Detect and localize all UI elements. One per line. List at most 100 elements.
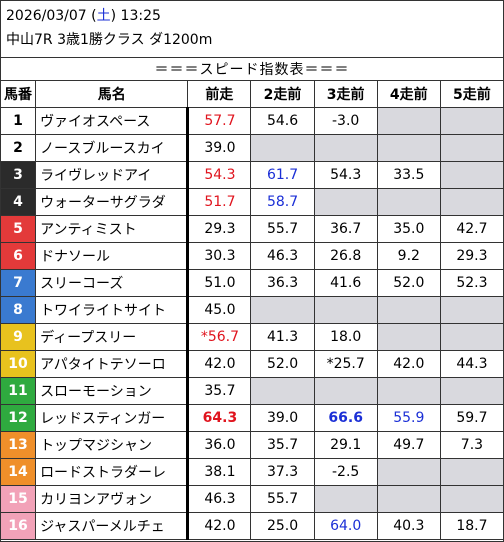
speed-index-cell: 46.3 <box>250 242 315 270</box>
speed-index-cell: 42.0 <box>187 512 252 540</box>
table-title: ＝＝＝スピード指数表＝＝＝ <box>0 57 504 81</box>
horse-name: ジャスパーメルチェ <box>35 512 190 540</box>
horse-name: レッドスティンガー <box>35 404 190 432</box>
table-row: 7 スリーコーズ 51.0 36.3 41.6 52.0 52.3 <box>0 269 504 297</box>
empty-index-cell <box>313 485 378 513</box>
header-last-race: 前走 <box>187 80 252 108</box>
speed-index-cell: -3.0 <box>313 107 378 135</box>
horse-number: 1 <box>0 107 37 135</box>
horse-number: 12 <box>0 404 37 432</box>
empty-index-cell <box>439 107 504 135</box>
empty-index-cell <box>439 296 504 324</box>
header-3-races-ago: 3走前 <box>313 80 378 108</box>
speed-index-cell: 40.3 <box>376 512 441 540</box>
horse-number: 9 <box>0 323 37 351</box>
horse-name: ロードストラダーレ <box>35 458 190 486</box>
speed-index-cell: 9.2 <box>376 242 441 270</box>
race-date: 2026/03/07 <box>6 8 87 24</box>
horse-name: アパタイトテソーロ <box>35 350 190 378</box>
speed-index-cell: 52.0 <box>376 269 441 297</box>
speed-index-cell: 39.0 <box>187 134 252 162</box>
speed-index-cell: 35.0 <box>376 215 441 243</box>
empty-index-cell <box>376 107 441 135</box>
speed-index-cell: 54.3 <box>313 161 378 189</box>
horse-number: 11 <box>0 377 37 405</box>
table-row: 12 レッドスティンガー 64.3 39.0 66.6 55.9 59.7 <box>0 404 504 432</box>
table-row: 10 アパタイトテソーロ 42.0 52.0 *25.7 42.0 44.3 <box>0 350 504 378</box>
speed-index-cell: 33.5 <box>376 161 441 189</box>
horse-name: ディープスリー <box>35 323 190 351</box>
speed-index-cell: 42.0 <box>376 350 441 378</box>
empty-index-cell <box>313 296 378 324</box>
table-row: 8 トワイライトサイト 45.0 <box>0 296 504 324</box>
speed-index-cell: 45.0 <box>187 296 252 324</box>
table-row: 9 ディープスリー *56.7 41.3 18.0 <box>0 323 504 351</box>
empty-index-cell <box>313 188 378 216</box>
table-row: 1 ヴァイオスペース 57.7 54.6 -3.0 <box>0 107 504 135</box>
empty-index-cell <box>313 134 378 162</box>
table-row: 15 カリヨンアヴォン 46.3 55.7 <box>0 485 504 513</box>
speed-index-cell: 18.7 <box>439 512 504 540</box>
speed-index-cell: 35.7 <box>250 431 315 459</box>
speed-index-cell: 29.3 <box>439 242 504 270</box>
speed-index-cell: 52.0 <box>250 350 315 378</box>
speed-index-cell: 36.7 <box>313 215 378 243</box>
horse-number: 6 <box>0 242 37 270</box>
race-time: 13:25 <box>120 8 161 24</box>
speed-index-cell: 7.3 <box>439 431 504 459</box>
speed-index-cell: *56.7 <box>187 323 252 351</box>
header-4-races-ago: 4走前 <box>376 80 441 108</box>
speed-index-cell: 41.3 <box>250 323 315 351</box>
speed-index-cell: 44.3 <box>439 350 504 378</box>
horse-number: 13 <box>0 431 37 459</box>
header-horse-name: 馬名 <box>35 80 189 108</box>
empty-index-cell <box>376 296 441 324</box>
horse-number: 10 <box>0 350 37 378</box>
horse-name: ドナソール <box>35 242 190 270</box>
empty-index-cell <box>439 134 504 162</box>
horse-name: ライヴレッドアイ <box>35 161 190 189</box>
table-row: 6 ドナソール 30.3 46.3 26.8 9.2 29.3 <box>0 242 504 270</box>
speed-index-cell: 30.3 <box>187 242 252 270</box>
speed-index-cell: 55.9 <box>376 404 441 432</box>
speed-index-cell: 42.0 <box>187 350 252 378</box>
header-horse-number: 馬番 <box>0 80 37 108</box>
horse-name: スリーコーズ <box>35 269 190 297</box>
empty-index-cell <box>439 323 504 351</box>
day-of-week: (土) <box>91 8 117 24</box>
horse-number: 16 <box>0 512 37 540</box>
horse-number: 8 <box>0 296 37 324</box>
speed-index-cell: 41.6 <box>313 269 378 297</box>
empty-index-cell <box>250 377 315 405</box>
horse-name: ウォーターサグラダ <box>35 188 190 216</box>
speed-index-cell: 42.7 <box>439 215 504 243</box>
horse-name: トワイライトサイト <box>35 296 190 324</box>
speed-index-cell: 25.0 <box>250 512 315 540</box>
speed-index-cell: 54.3 <box>187 161 252 189</box>
empty-index-cell <box>439 485 504 513</box>
horse-name: アンティミスト <box>35 215 190 243</box>
empty-index-cell <box>376 458 441 486</box>
speed-index-cell: 38.1 <box>187 458 252 486</box>
table-row: 16 ジャスパーメルチェ 42.0 25.0 64.0 40.3 18.7 <box>0 512 504 540</box>
horse-name: ノースブルースカイ <box>35 134 190 162</box>
empty-index-cell <box>439 377 504 405</box>
horse-name: ヴァイオスペース <box>35 107 190 135</box>
header-5-races-ago: 5走前 <box>439 80 504 108</box>
speed-index-cell: 66.6 <box>313 404 378 432</box>
speed-index-cell: 37.3 <box>250 458 315 486</box>
speed-index-cell: 46.3 <box>187 485 252 513</box>
speed-index-cell: 51.7 <box>187 188 252 216</box>
speed-index-cell: 51.0 <box>187 269 252 297</box>
speed-index-cell: 64.0 <box>313 512 378 540</box>
speed-index-cell: 52.3 <box>439 269 504 297</box>
horse-name: カリヨンアヴォン <box>35 485 190 513</box>
horse-name: スローモーション <box>35 377 190 405</box>
speed-index-cell: 39.0 <box>250 404 315 432</box>
table-row: 2 ノースブルースカイ 39.0 <box>0 134 504 162</box>
speed-index-cell: *25.7 <box>313 350 378 378</box>
empty-index-cell <box>250 134 315 162</box>
horse-number: 15 <box>0 485 37 513</box>
empty-index-cell <box>376 377 441 405</box>
empty-index-cell <box>439 161 504 189</box>
